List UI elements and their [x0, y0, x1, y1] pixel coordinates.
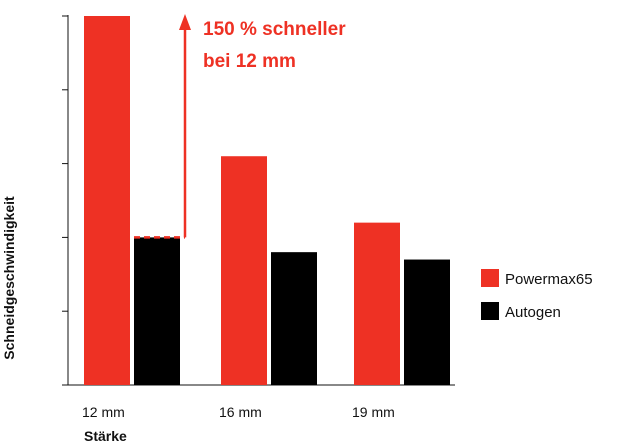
speed-annotation: 150 % schneller bei 12 mm	[134, 14, 346, 239]
x-tick-label: 12 mm	[82, 404, 125, 420]
x-tick-label: 19 mm	[352, 404, 395, 420]
y-axis-ticks	[62, 15, 68, 386]
legend-swatch-powermax65	[481, 269, 499, 287]
y-axis-title: Schneidgeschwindigkeit	[1, 196, 17, 360]
bar-autogen-19mm	[404, 259, 450, 385]
bars	[84, 16, 450, 385]
annotation-line-2: bei 12 mm	[203, 51, 296, 72]
bar-autogen-16mm	[271, 252, 317, 385]
legend-label-autogen: Autogen	[505, 304, 561, 321]
x-tick-labels: 12 mm 16 mm 19 mm	[82, 404, 395, 420]
bar-powermax65-16mm	[221, 156, 267, 385]
bar-powermax65-19mm	[354, 222, 400, 385]
legend-swatch-autogen	[481, 302, 499, 320]
bar-autogen-12mm	[134, 237, 180, 385]
x-tick-label: 16 mm	[219, 404, 262, 420]
annotation-arrowhead	[179, 14, 191, 30]
legend: Powermax65 Autogen	[481, 269, 593, 321]
legend-label-powermax65: Powermax65	[505, 271, 593, 288]
annotation-line-1: 150 % schneller	[203, 19, 346, 40]
x-axis-title: Stärke	[84, 428, 127, 444]
bar-powermax65-12mm	[84, 16, 130, 385]
